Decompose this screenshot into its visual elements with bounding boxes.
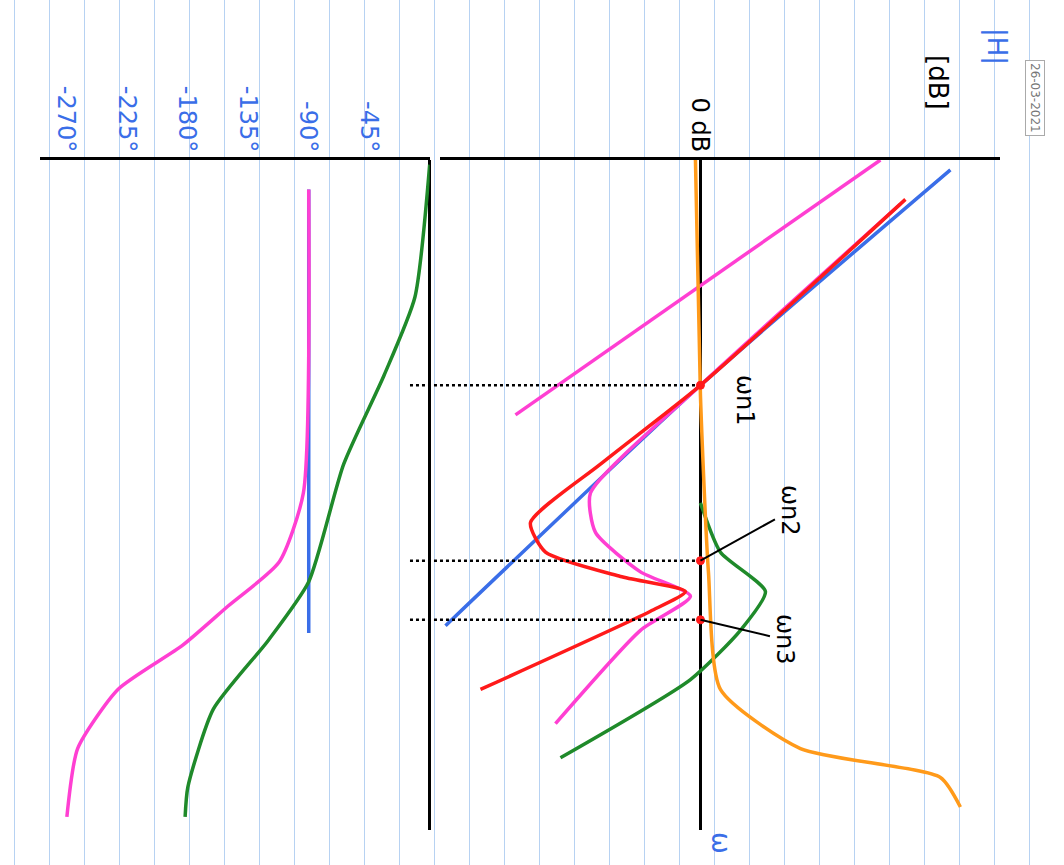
svg-text:26-03-2021: 26-03-2021: [1028, 63, 1042, 133]
svg-text:ω: ω: [706, 832, 736, 854]
svg-text:[dB]: [dB]: [923, 55, 953, 110]
svg-text:ωn1: ωn1: [731, 375, 759, 426]
svg-text:-135°: -135°: [234, 86, 262, 152]
svg-text:-270°: -270°: [52, 86, 80, 152]
svg-text:ωn3: ωn3: [771, 614, 799, 665]
svg-text:-180°: -180°: [173, 86, 201, 152]
svg-text:0 dB: 0 dB: [686, 98, 714, 153]
svg-text:-45°: -45°: [355, 101, 383, 152]
svg-text:ωn2: ωn2: [776, 485, 804, 536]
svg-text:-225°: -225°: [113, 86, 141, 152]
svg-text:-90°: -90°: [294, 101, 322, 152]
svg-text:|H|: |H|: [981, 28, 1012, 65]
